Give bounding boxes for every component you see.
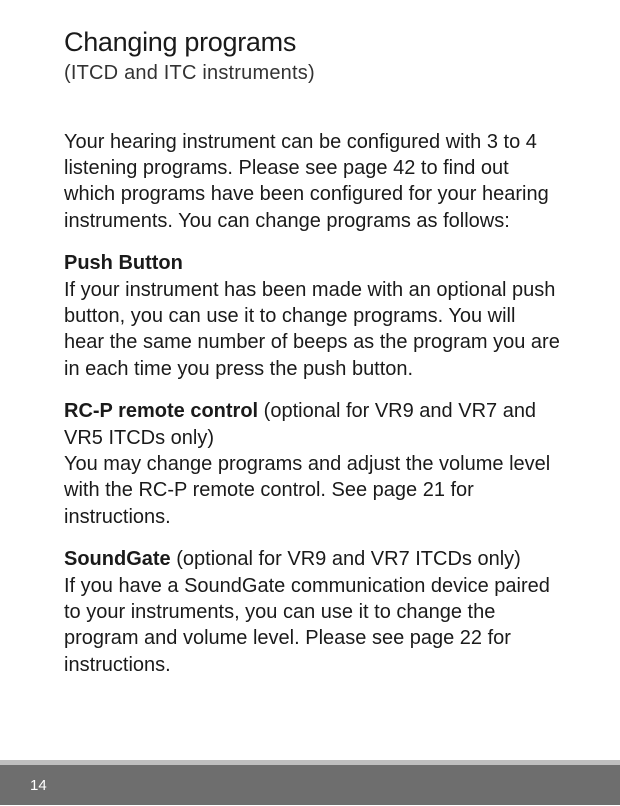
section-push-button: Push Button If your instrument has been … (64, 250, 560, 382)
section-soundgate: SoundGate (optional for VR9 and VR7 ITCD… (64, 546, 560, 678)
footer-thick-bar: 14 (0, 765, 620, 805)
section-heading: SoundGate (64, 548, 171, 570)
page-number: 14 (30, 777, 47, 794)
section-heading-row: SoundGate (optional for VR9 and VR7 ITCD… (64, 546, 560, 678)
section-heading: RC-P remote control (64, 400, 258, 422)
document-page: Changing programs (ITCD and ITC instrume… (0, 0, 620, 806)
section-rcp-remote: RC-P remote control (optional for VR9 an… (64, 398, 560, 530)
section-body: If you have a SoundGate communication de… (64, 575, 550, 676)
page-footer: 14 (0, 760, 620, 806)
section-heading: Push Button (64, 252, 183, 274)
page-subtitle: (ITCD and ITC instruments) (64, 62, 560, 85)
intro-paragraph: Your hearing instrument can be configure… (64, 129, 560, 235)
section-body: You may change programs and adjust the v… (64, 453, 550, 528)
page-title: Changing programs (64, 28, 560, 58)
section-note: (optional for VR9 and VR7 ITCDs only) (171, 548, 521, 570)
section-heading-row: Push Button If your instrument has been … (64, 250, 560, 382)
section-heading-row: RC-P remote control (optional for VR9 an… (64, 398, 560, 530)
section-body: If your instrument has been made with an… (64, 279, 560, 380)
